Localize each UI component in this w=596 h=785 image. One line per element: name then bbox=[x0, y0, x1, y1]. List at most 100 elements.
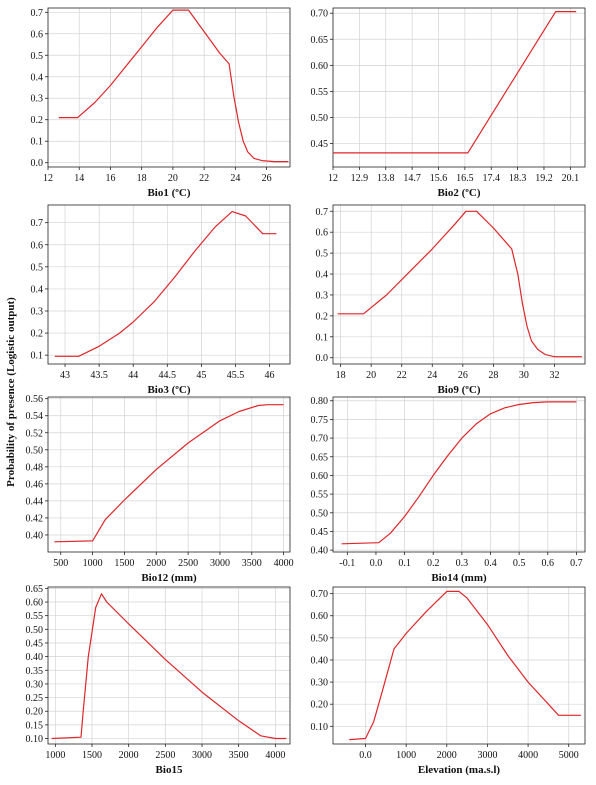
response-curve bbox=[58, 9, 289, 163]
x-tick-label: 1000 bbox=[83, 558, 103, 569]
y-tick-label: 0.2 bbox=[31, 329, 44, 340]
y-tick-label: 0.0 bbox=[316, 353, 329, 364]
x-tick-label: 46 bbox=[265, 370, 275, 381]
x-tick-label: 2500 bbox=[178, 558, 198, 569]
y-tick-label: 0.6 bbox=[31, 240, 44, 251]
x-tick-label: 16 bbox=[105, 173, 115, 184]
x-tick-label: 14 bbox=[74, 173, 84, 184]
y-tick-label: 0.46 bbox=[26, 479, 44, 490]
y-tick-label: 0.44 bbox=[26, 496, 44, 507]
y-tick-label: 0.20 bbox=[311, 700, 329, 711]
y-tick-label: 0.50 bbox=[26, 625, 44, 636]
plot-frame bbox=[332, 586, 586, 745]
y-tick-label: 0.42 bbox=[26, 513, 44, 524]
y-tick-label: 0.2 bbox=[316, 311, 329, 322]
y-tick-label: 0.5 bbox=[31, 262, 44, 273]
y-tick-label: 0.3 bbox=[316, 290, 329, 301]
x-tick-label: 18.3 bbox=[509, 173, 527, 184]
y-tick-label: 0.1 bbox=[31, 137, 44, 148]
panel-4: 18 20 22 24 26 28 30 32 0.0 0.1 0.2 0.3 0.4 0.5 0.6 0.7… bbox=[316, 204, 586, 396]
y-tick-label: 0.3 bbox=[31, 307, 44, 318]
response-curve bbox=[349, 590, 581, 741]
x-tick-label: 0.3 bbox=[456, 558, 469, 569]
y-tick-label: 0.6 bbox=[316, 228, 329, 239]
x-tick-label: 5000 bbox=[559, 750, 579, 761]
x-tick-label: 4000 bbox=[265, 750, 285, 761]
x-tick-label: 17.4 bbox=[482, 173, 500, 184]
x-axis-label: Bio15 bbox=[156, 764, 183, 776]
x-tick-label: 24 bbox=[230, 173, 240, 184]
y-tick-label: 0.40 bbox=[311, 655, 329, 666]
x-tick-label: 26 bbox=[458, 370, 468, 381]
y-tick-label: 0.20 bbox=[26, 707, 44, 718]
x-tick-label: 0.0 bbox=[370, 558, 383, 569]
y-tick-label: 0.40 bbox=[311, 546, 329, 557]
x-axis-label: Bio9 (ºC) bbox=[437, 384, 480, 396]
x-tick-label: 0.7 bbox=[570, 558, 583, 569]
panel-3: 43 43.5 44 44.5 45 45.5 46 0.1 0.2 0.3 0.4 0.5 0.6 0.… bbox=[31, 204, 291, 396]
plot-frame bbox=[332, 204, 586, 365]
x-axis-label: Bio1 (ºC) bbox=[147, 187, 190, 199]
x-tick-label: 43.5 bbox=[90, 370, 108, 381]
x-tick-label: 28 bbox=[488, 370, 498, 381]
response-curve bbox=[341, 401, 577, 545]
panel-1: 12 14 16 18 20 22 24 26 0.0 0.1 0.2 0.3 0.4 0.5 0.6 0.7… bbox=[31, 7, 291, 199]
y-tick-label: 0.60 bbox=[311, 61, 329, 72]
x-tick-label: 1000 bbox=[396, 750, 416, 761]
y-tick-label: 0.50 bbox=[26, 445, 44, 456]
shared-y-axis-label: Probability of presence (Logistic output… bbox=[5, 297, 17, 487]
y-tick-label: 0.45 bbox=[311, 139, 329, 150]
y-tick-label: 0.30 bbox=[311, 678, 329, 689]
x-tick-label: 24 bbox=[427, 370, 437, 381]
y-tick-label: 0.7 bbox=[31, 218, 44, 229]
y-tick-label: 0.10 bbox=[311, 722, 329, 733]
y-tick-label: 0.6 bbox=[31, 29, 44, 40]
y-tick-label: 0.55 bbox=[26, 611, 44, 622]
y-tick-label: 0.56 bbox=[26, 394, 44, 405]
y-tick-label: 0.7 bbox=[316, 207, 329, 218]
y-tick-label: 0.0 bbox=[31, 158, 44, 169]
y-tick-label: 0.15 bbox=[26, 720, 44, 731]
y-tick-label: 0.10 bbox=[26, 734, 44, 745]
x-tick-label: 4000 bbox=[518, 750, 538, 761]
y-tick-label: 0.4 bbox=[316, 270, 329, 281]
x-tick-label: 2000 bbox=[146, 558, 166, 569]
y-tick-label: 0.48 bbox=[26, 462, 44, 473]
x-tick-label: 2500 bbox=[155, 750, 175, 761]
x-tick-label: 45.5 bbox=[227, 370, 245, 381]
x-tick-label: 22 bbox=[397, 370, 407, 381]
x-tick-label: 20 bbox=[366, 370, 376, 381]
x-tick-label: 30 bbox=[519, 370, 529, 381]
x-tick-label: 0.5 bbox=[513, 558, 526, 569]
x-tick-label: 0.1 bbox=[398, 558, 411, 569]
x-tick-label: 4000 bbox=[274, 558, 294, 569]
x-tick-label: 14.7 bbox=[403, 173, 421, 184]
plot-frame bbox=[47, 396, 291, 553]
x-tick-label: 15.6 bbox=[430, 173, 448, 184]
response-curve bbox=[54, 404, 284, 543]
y-tick-label: 0.4 bbox=[31, 284, 44, 295]
x-tick-label: 12 bbox=[43, 173, 53, 184]
x-tick-label: 3500 bbox=[242, 558, 262, 569]
x-axis-label: Bio14 (mm) bbox=[431, 572, 487, 584]
x-tick-label: 16.5 bbox=[456, 173, 474, 184]
panel-6: -0.1 0.0 0.1 0.2 0.3 0.4 0.5 0.6 0.7 0.40 0.45 0.50… bbox=[311, 396, 586, 584]
x-tick-label: 500 bbox=[53, 558, 68, 569]
y-tick-label: 0.55 bbox=[311, 490, 329, 501]
y-tick-label: 0.7 bbox=[31, 8, 44, 19]
y-tick-label: 0.80 bbox=[311, 396, 329, 407]
x-tick-label: 20.1 bbox=[562, 173, 580, 184]
x-axis-label: Elevation (ma.s.l) bbox=[418, 764, 501, 776]
response-curve bbox=[337, 210, 582, 358]
panel-5: 500 1000 1500 2000 2500 3000 3500 4000 0.40 0.42 0… bbox=[26, 394, 294, 584]
y-tick-label: 0.50 bbox=[311, 113, 329, 124]
response-curve bbox=[51, 593, 287, 740]
y-tick-label: 0.5 bbox=[316, 249, 329, 260]
x-tick-label: 1000 bbox=[45, 750, 65, 761]
y-tick-label: 0.2 bbox=[31, 115, 44, 126]
x-axis-label: Bio3 (ºC) bbox=[147, 384, 190, 396]
x-tick-label: 12.9 bbox=[351, 173, 369, 184]
x-tick-label: 3000 bbox=[477, 750, 497, 761]
y-tick-label: 0.70 bbox=[311, 434, 329, 445]
